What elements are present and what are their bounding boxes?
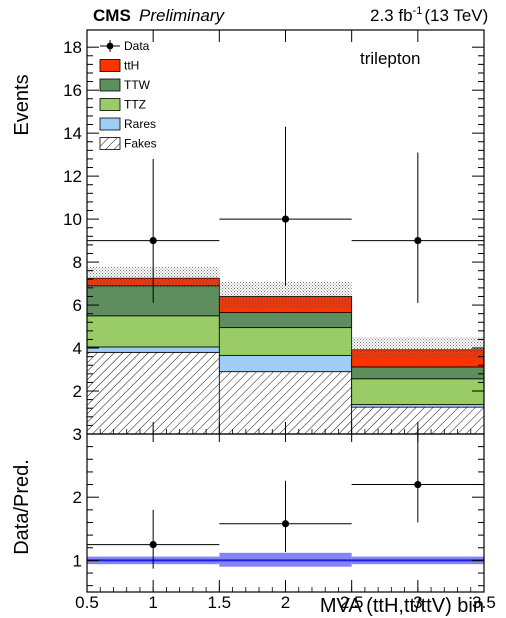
ratio-y-tick-label: 3	[73, 425, 82, 444]
legend-entry-data: Data	[100, 39, 150, 53]
data-point-3	[351, 152, 484, 303]
x-tick-label: 3.5	[472, 593, 496, 612]
lumi-exponent: -1	[413, 5, 423, 17]
energy-label: (13 TeV)	[424, 6, 488, 25]
legend-entry-ttw: TTW	[99, 78, 151, 92]
status-label: Preliminary	[139, 6, 226, 25]
x-axis-label: MVA (ttH,tt/ttV) bin	[320, 595, 484, 617]
cms-label: CMS	[93, 6, 131, 25]
legend-label: TTZ	[124, 98, 146, 112]
legend-label: Fakes	[124, 137, 157, 151]
y-axis-ticks: 2 4 6 8 10 12 14 16 18	[63, 38, 484, 426]
x-tick-label: 2.5	[340, 593, 364, 612]
legend: Data ttH TTW TTZ Rares Fakes	[99, 39, 157, 151]
x-tick-label: 2	[281, 593, 290, 612]
x-tick-label: 1	[148, 593, 157, 612]
y-tick-label: 4	[73, 339, 82, 358]
upper-panel: 2 4 6 8 10 12 14 16 18	[63, 29, 485, 435]
x-tick-label: 1.5	[208, 593, 232, 612]
y-tick-label: 12	[63, 167, 82, 186]
legend-label: Data	[124, 39, 150, 53]
y-axis-label: Events	[11, 74, 33, 135]
channel-label: trilepton	[360, 49, 420, 68]
y-tick-label: 14	[63, 124, 82, 143]
y-tick-label: 8	[73, 253, 82, 272]
bar-rares-bin-2	[218, 355, 353, 373]
bar-ttz-bin-1	[86, 315, 220, 348]
lumi-value: 2.3 fb	[370, 6, 413, 25]
x-tick-label: 0.5	[75, 593, 99, 612]
bar-ttz-bin-3	[351, 378, 485, 405]
legend-entry-rares: Rares	[99, 117, 156, 131]
data-point-1	[87, 158, 220, 303]
y-tick-label: 16	[63, 81, 82, 100]
ratio-panel: 1 2 3 0.5 1 1.5 2 2.5 3 3.5	[73, 425, 496, 612]
bar-fakes-bin-1	[86, 351, 220, 435]
legend-entry-ttz: TTZ	[99, 98, 146, 112]
legend-entry-tth: ttH	[99, 59, 139, 73]
ratio-y-tick-label: 2	[73, 488, 82, 507]
lumi-label: 2.3 fb-1 (13 TeV)	[370, 5, 488, 25]
bar-rares-bin-1	[86, 346, 220, 353]
y-tick-label: 2	[73, 382, 82, 401]
bar-ttw-bin-3	[351, 366, 485, 380]
y-tick-label: 18	[63, 38, 82, 57]
ratio-y-tick-label: 1	[73, 551, 82, 570]
bar-ttz-bin-2	[218, 327, 353, 356]
y-tick-label: 6	[73, 296, 82, 315]
ratio-point-3	[351, 427, 484, 523]
series-ttz	[86, 315, 485, 405]
x-tick-label: 3	[413, 593, 422, 612]
legend-label: Rares	[124, 117, 156, 131]
bar-ttw-bin-2	[218, 312, 353, 329]
y-tick-label: 10	[63, 210, 82, 229]
legend-entry-fakes: Fakes	[99, 137, 157, 151]
legend-label: TTW	[124, 78, 151, 92]
ratio-point-1	[87, 509, 220, 569]
ratio-point-2	[219, 480, 352, 553]
legend-label: ttH	[124, 59, 139, 73]
data-point-2	[219, 126, 352, 286]
ratio-y-axis-label: Data/Pred.	[11, 459, 33, 555]
uncertainty-band-bin-3	[351, 337, 484, 359]
